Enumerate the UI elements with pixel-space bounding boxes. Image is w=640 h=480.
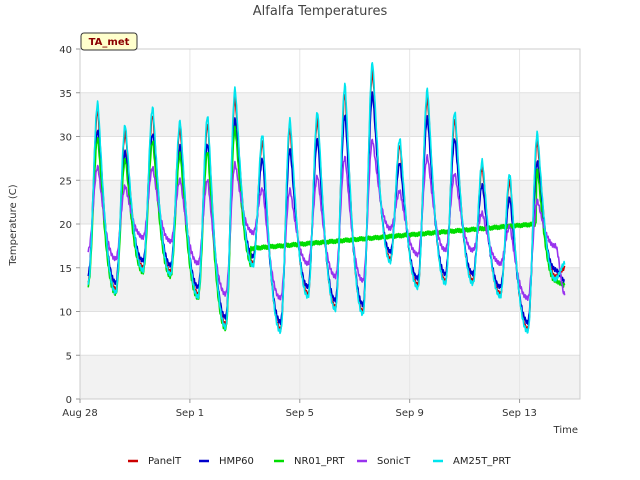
chart-title: Alfalfa Temperatures: [253, 4, 388, 19]
axes: 0 5 10 15 20 25 30 35 40 Aug 28 Sep 1 Sep 5 Sep 9 Sep…: [59, 45, 581, 419]
y-tick-label: 30: [59, 133, 72, 144]
grid-band: [80, 92, 580, 137]
legend-label: AM25T_PRT: [453, 456, 512, 467]
x-tick-label: Sep 9: [395, 408, 423, 419]
legend-label: NR01_PRT: [294, 456, 345, 467]
badge-label: TA_met: [89, 37, 130, 48]
grid-band: [80, 180, 580, 224]
y-tick-label: 35: [59, 89, 72, 100]
ta-met-badge: TA_met: [80, 32, 138, 51]
y-tick-label: 25: [59, 176, 72, 187]
legend-label: SonicT: [377, 456, 411, 467]
series-line-am25t-prt: [87, 61, 566, 335]
y-tick-label: 15: [59, 264, 72, 275]
y-tick-label: 20: [59, 220, 72, 231]
badge-box: [80, 32, 138, 51]
y-tick-label: 10: [59, 308, 72, 319]
x-tick-label: Aug 28: [62, 408, 97, 419]
legend-label: HMP60: [219, 456, 254, 467]
y-tick-label: 5: [66, 351, 72, 362]
x-axis-title: Time: [553, 425, 578, 436]
grid-band: [80, 355, 580, 399]
y-tick-label: 40: [59, 45, 72, 56]
x-tick-label: Sep 5: [286, 408, 314, 419]
legend: PanelT HMP60 NR01_PRT SonicT AM25T_PRT: [128, 456, 512, 467]
legend-label: PanelT: [148, 456, 182, 467]
x-tick-label: Sep 1: [176, 408, 204, 419]
x-tick-label: Sep 13: [502, 408, 537, 419]
y-tick-label: 0: [66, 395, 72, 406]
series-lines: [87, 61, 566, 335]
y-axis-title: Temperature (C): [8, 184, 19, 266]
